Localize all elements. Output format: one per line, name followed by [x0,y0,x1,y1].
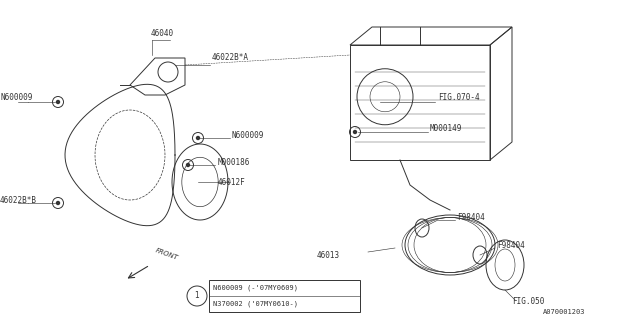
Text: 46013: 46013 [317,251,340,260]
Circle shape [353,131,356,133]
Text: FRONT: FRONT [154,247,179,261]
Text: M000186: M000186 [218,157,250,166]
Text: FIG.070-4: FIG.070-4 [438,93,479,102]
Text: N600009 (-'07MY0609): N600009 (-'07MY0609) [213,285,298,291]
Text: 46012F: 46012F [218,178,246,187]
Circle shape [196,137,200,140]
Text: N600009: N600009 [232,131,264,140]
Text: 46022B*A: 46022B*A [212,53,249,62]
Text: F98404: F98404 [457,212,484,221]
Circle shape [56,202,60,204]
Text: 46040: 46040 [150,28,173,37]
Text: N600009: N600009 [0,93,33,102]
Circle shape [186,164,189,166]
Text: 46022B*B: 46022B*B [0,196,37,204]
Text: 1: 1 [195,292,200,300]
Circle shape [56,100,60,103]
Text: F98404: F98404 [497,241,525,250]
Text: A070001203: A070001203 [543,309,585,315]
Text: FIG.050: FIG.050 [512,298,545,307]
Text: N370002 ('07MY0610-): N370002 ('07MY0610-) [213,301,298,307]
Text: M000149: M000149 [430,124,462,132]
